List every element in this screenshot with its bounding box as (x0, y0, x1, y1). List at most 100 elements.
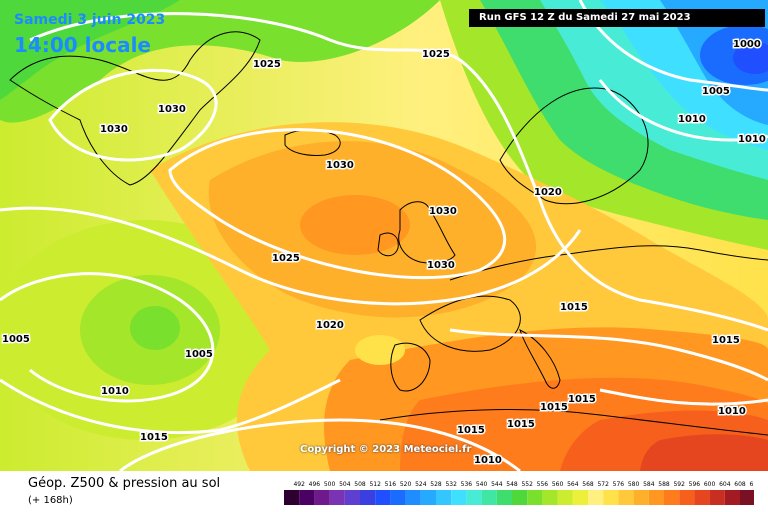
isobar-label: 1015 (560, 302, 588, 313)
scale-swatch (390, 490, 406, 505)
field-yellow-bay (355, 335, 405, 365)
scale-swatch (299, 490, 315, 505)
field-green-core (130, 306, 180, 350)
scale-swatch (360, 490, 376, 505)
scale-label: 512 (369, 481, 381, 488)
scale-label: 556 (537, 481, 549, 488)
great-britain-outline (398, 201, 456, 264)
isobar-label: 1015 (540, 402, 568, 413)
isobar-label: 1015 (507, 419, 535, 430)
isobar-label: 1025 (422, 49, 450, 60)
scale-label: 520 (400, 481, 412, 488)
weather-map: 1030 1030 1025 1025 1030 1030 1030 1025 … (0, 0, 768, 471)
scale-label: 496 (309, 481, 321, 488)
isobar-label: 1020 (534, 187, 562, 198)
north-africa-outline (379, 409, 768, 436)
isobar-label: 1005 (702, 86, 730, 97)
isobar-label: 1005 (185, 349, 213, 360)
scale-swatch (466, 490, 482, 505)
isobar-1005 (0, 272, 215, 403)
scale-label: 540 (476, 481, 488, 488)
ireland-outline (377, 232, 399, 257)
isobar-1030-greenland (48, 68, 218, 162)
italy-outline (519, 329, 561, 389)
scale-swatch (314, 490, 330, 505)
isobar-label: 1005 (2, 334, 30, 345)
scale-swatch (344, 490, 360, 505)
field-green-northwest (0, 0, 180, 100)
scale-label: 492 (293, 481, 305, 488)
isobar-1010 (0, 378, 341, 435)
scale-swatch (512, 490, 528, 505)
isobar-label: 1030 (427, 260, 455, 271)
scale-swatch (451, 490, 467, 505)
isobar-label: 1025 (272, 253, 300, 264)
forecast-date: Samedi 3 juin 2023 (14, 12, 166, 28)
scale-label: 548 (506, 481, 518, 488)
scale-swatch (527, 490, 543, 505)
scale-swatch (542, 490, 558, 505)
scale-label: 612 (749, 481, 754, 488)
forecast-lead: (+ 168h) (28, 495, 73, 506)
isobar-1005-north (578, 0, 768, 92)
isobar-label-layer: 1030 1030 1025 1025 1030 1030 1030 1025 … (1, 38, 768, 468)
scale-swatch (648, 490, 664, 505)
scale-label: 508 (354, 481, 366, 488)
isobar-1010-north (598, 79, 768, 142)
isobar-label: 1015 (712, 335, 740, 346)
greenland-outline (9, 31, 261, 186)
scale-swatch (496, 490, 512, 505)
copyright-notice: Copyright © 2023 Meteociel.fr (300, 444, 472, 455)
colour-scale: 492 496 500 504 508 512 516 520 524 528 532 536 540 5… (284, 481, 754, 505)
forecast-time: 14:00 locale (14, 33, 151, 57)
isobar-1030-ridge (168, 128, 507, 280)
isobar-1025 (29, 12, 768, 332)
map-canvas: 1030 1030 1025 1025 1030 1030 1030 1025 … (0, 0, 768, 471)
scale-swatch (572, 490, 588, 505)
scale-swatch (329, 490, 345, 505)
scale-swatch (405, 490, 421, 505)
iberia-outline (390, 342, 431, 392)
isobar-1015-europe (449, 328, 768, 382)
scale-label: 500 (324, 481, 336, 488)
scale-swatch (436, 490, 452, 505)
scale-label: 564 (567, 481, 579, 488)
scale-label: 588 (658, 481, 670, 488)
scale-label: 516 (385, 481, 397, 488)
land-outlines (9, 31, 768, 436)
scale-label: 608 (734, 481, 746, 488)
isobar-label: 1015 (457, 425, 485, 436)
field-orange-ridge-core (300, 195, 410, 255)
scale-swatch (694, 490, 710, 505)
scale-label: 536 (461, 481, 473, 488)
scale-swatch (740, 490, 754, 505)
model-run-banner: Run GFS 12 Z du Samedi 27 mai 2023 (469, 9, 765, 27)
scale-label: 596 (689, 481, 701, 488)
isobar-label: 1015 (568, 394, 596, 405)
scale-label: 604 (719, 481, 731, 488)
scale-label: 532 (445, 481, 457, 488)
scale-swatch (618, 490, 634, 505)
isobar-label: 1010 (678, 114, 706, 125)
isobar-label: 1010 (101, 386, 129, 397)
isobar-1010-south (599, 388, 768, 406)
isobar-label: 1010 (738, 134, 766, 145)
isobar-label: 1030 (100, 124, 128, 135)
scale-label: 504 (339, 481, 351, 488)
scale-label: 584 (643, 481, 655, 488)
scale-label: 576 (613, 481, 625, 488)
scale-swatch (481, 490, 497, 505)
scale-swatch (603, 490, 619, 505)
scandinavia-outline (499, 87, 649, 205)
isobar-label: 1030 (429, 206, 457, 217)
isobars (0, 0, 768, 471)
map-title: Géop. Z500 & pression au sol (28, 476, 221, 491)
field-deep-red-south (640, 434, 768, 471)
scale-label: 544 (491, 481, 503, 488)
isobar-1020 (0, 206, 582, 306)
scale-label: 552 (521, 481, 533, 488)
scale-swatch (633, 490, 649, 505)
scale-label: 592 (673, 481, 685, 488)
isobar-label: 1030 (158, 104, 186, 115)
field-deep-blue-core (733, 42, 768, 74)
